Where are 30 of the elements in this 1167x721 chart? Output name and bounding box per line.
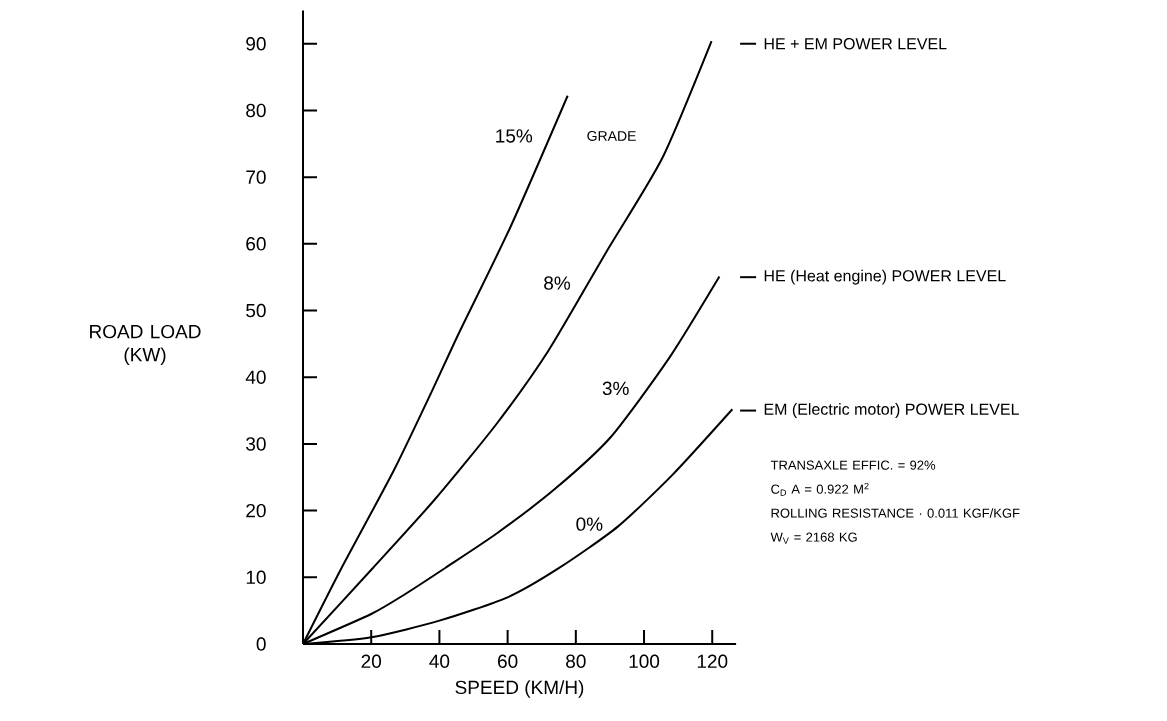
ref-line-label: EM (Electric motor) POWER LEVEL (764, 403, 1019, 419)
series-label: 15% (496, 129, 533, 143)
y-tick-label: 30 (246, 437, 266, 451)
text: W$_{V}$ = 2168 KG (770, 532, 857, 544)
text: TRANSAXLE EFFIC. = 92% (770, 460, 936, 470)
ref-line-label: HE (Heat engine) POWER LEVEL (764, 269, 1006, 285)
y-tick-label: 60 (246, 237, 266, 251)
y-tick-label: 80 (246, 103, 266, 118)
x-tick-label: 20 (361, 654, 382, 668)
x-tick-label: 120 (697, 654, 728, 668)
x-tick-label: 100 (629, 654, 660, 668)
y-tick-label: 0 (256, 637, 266, 651)
x-tick-label: 40 (429, 654, 450, 668)
series-label: 3% (602, 381, 629, 396)
annotation: GRADE (587, 131, 636, 141)
x-tick-label: 80 (566, 654, 586, 668)
text: ROLLING RESISTANCE · 0.011 KGF/KGF (771, 508, 1020, 518)
y-tick-label: 90 (246, 37, 266, 51)
series-label: 0% (576, 517, 603, 531)
x-tick-label: 60 (498, 654, 518, 668)
ref-line-label: HE + EM POWER LEVEL (764, 38, 947, 50)
y-tick-label: 10 (246, 570, 266, 585)
y-tick-label: 20 (246, 503, 266, 518)
series-label: 8% (544, 276, 571, 290)
y-tick-label: 40 (245, 370, 266, 384)
y-axis-title: ROAD LOAD (KW) (90, 324, 201, 366)
x-axis-title: SPEED (KM/H) (455, 680, 584, 698)
y-tick-label: 70 (246, 170, 266, 184)
text: C$_{D}$ A = 0.922 M$^{2}$ (771, 482, 869, 496)
y-tick-label: 50 (246, 303, 266, 318)
